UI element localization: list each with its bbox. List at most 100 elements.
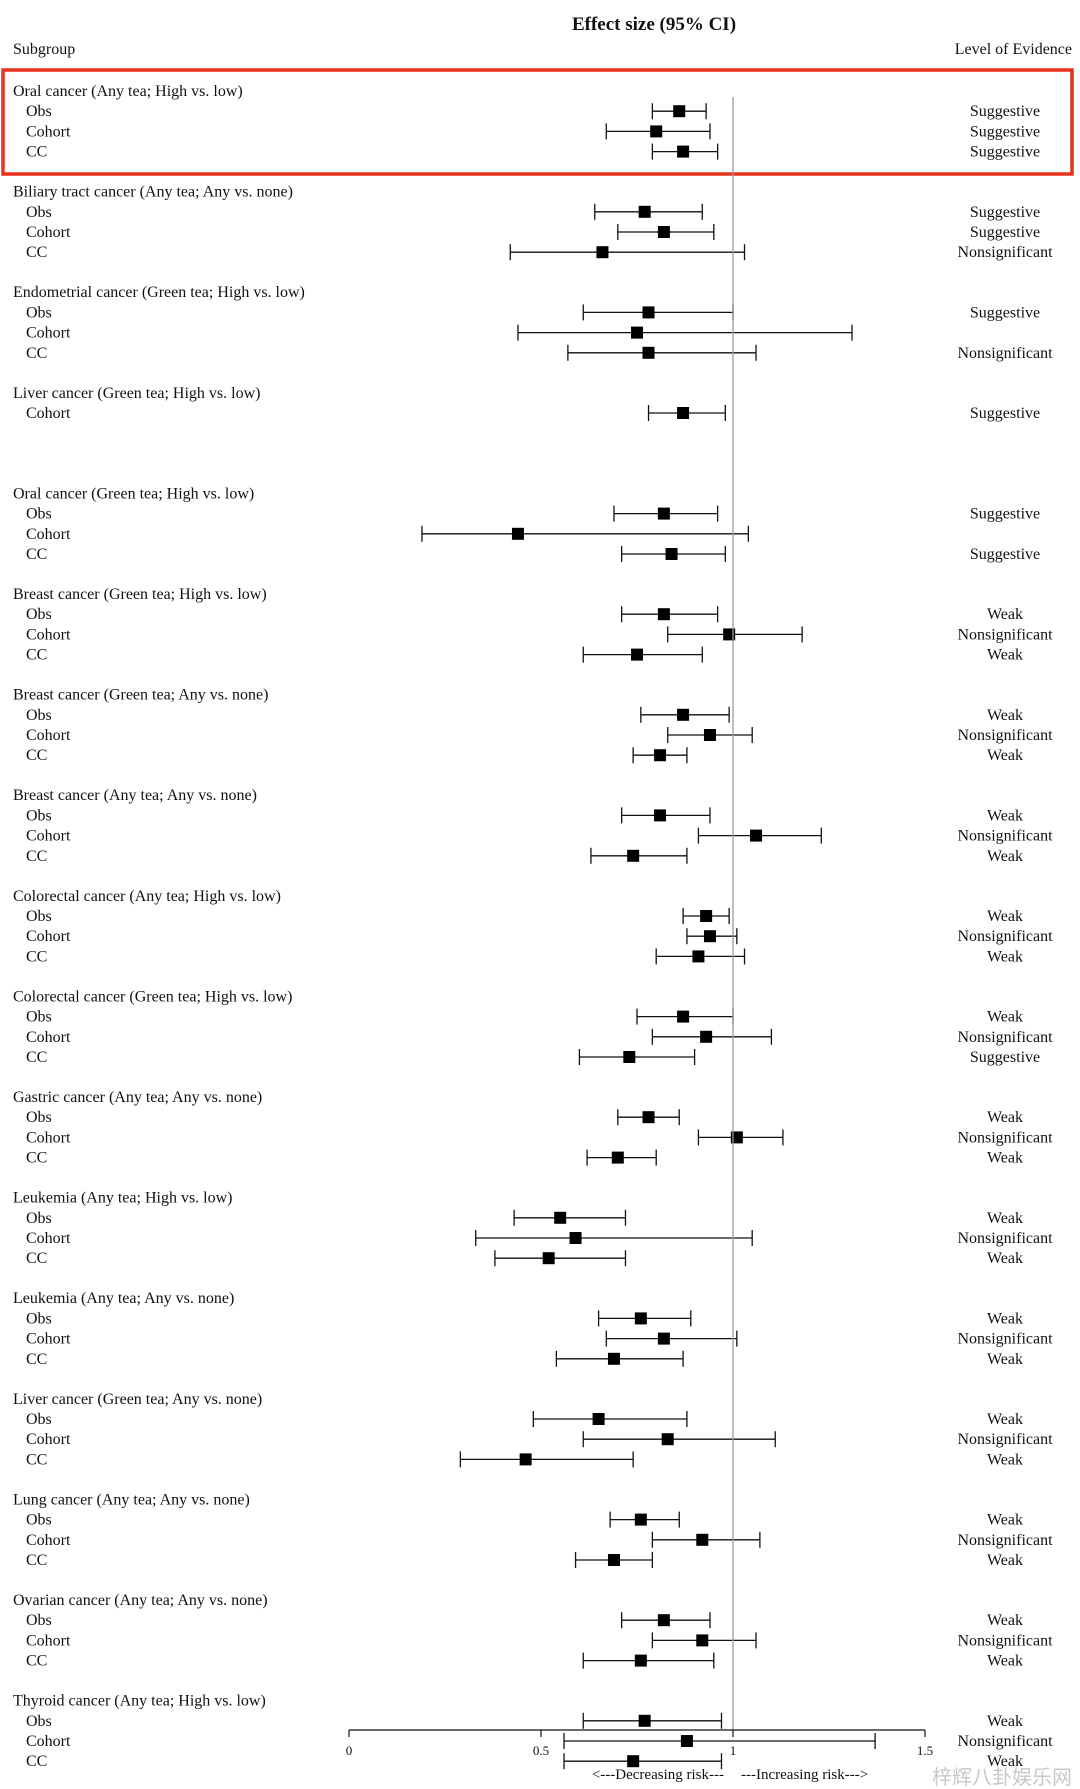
estimate-row-label: Obs <box>26 1009 52 1026</box>
point-estimate-marker <box>703 930 716 943</box>
subgroup-label: Endometrial cancer (Green tea; High vs. … <box>13 284 305 301</box>
estimate-row-label: Cohort <box>26 224 71 241</box>
estimate-row-label: Cohort <box>26 1532 71 1549</box>
evidence-label: Weak <box>987 1109 1023 1126</box>
subgroup-block: Liver cancer (Green tea; High vs. low) Co… <box>13 385 1040 422</box>
evidence-header: Level of Evidence <box>955 41 1072 58</box>
evidence-label: Nonsignificant <box>957 244 1053 261</box>
point-estimate-marker <box>542 1252 555 1265</box>
subgroup-block: Leukemia (Any tea; Any vs. none) Obs Weak C… <box>13 1290 1053 1368</box>
point-estimate-marker <box>723 628 736 641</box>
subgroup-label: Liver cancer (Green tea; High vs. low) <box>13 385 260 402</box>
point-estimate-marker <box>627 1755 640 1768</box>
subgroup-block: Colorectal cancer (Any tea; High vs. low… <box>13 888 1053 966</box>
estimate-row-label: CC <box>26 144 47 161</box>
evidence-label: Weak <box>987 1310 1023 1327</box>
highlight-box <box>1 68 1074 176</box>
point-estimate-marker <box>703 729 716 741</box>
evidence-label: Weak <box>987 908 1023 925</box>
point-estimate-marker <box>677 407 690 419</box>
point-estimate-marker <box>680 1735 693 1747</box>
point-estimate-marker <box>692 950 705 963</box>
estimate-row-label: Obs <box>26 807 52 824</box>
estimate-row-label: Cohort <box>26 1331 71 1348</box>
estimate-row-label: Cohort <box>26 928 71 945</box>
point-estimate-marker <box>696 1634 709 1647</box>
subgroup-block: Ovarian cancer (Any tea; Any vs. none) Ob… <box>13 1592 1053 1670</box>
point-estimate-marker <box>661 1433 674 1446</box>
estimate-row-label: CC <box>26 1150 47 1167</box>
estimate-row-label: Cohort <box>26 727 71 744</box>
subgroup-label: Liver cancer (Green tea; Any vs. none) <box>13 1391 262 1408</box>
estimate-row-label: CC <box>26 1351 47 1368</box>
point-estimate-marker <box>623 1051 636 1063</box>
chart-title: Effect size (95% CI) <box>572 14 736 35</box>
evidence-label: Nonsignificant <box>957 1230 1053 1247</box>
point-estimate-marker <box>596 246 609 259</box>
point-estimate-marker <box>569 1232 582 1244</box>
x-tick-label: 1 <box>730 1743 737 1758</box>
estimate-row-label: CC <box>26 747 47 764</box>
subgroup-block: Breast cancer (Green tea; Any vs. none) O… <box>13 687 1053 765</box>
point-estimate-marker <box>638 205 651 218</box>
estimate-row-label: Obs <box>26 103 52 120</box>
evidence-label: Suggestive <box>970 506 1040 523</box>
subgroup-block: Oral cancer (Green tea; High vs. low) Obs… <box>13 485 1040 563</box>
estimate-row-label: CC <box>26 948 47 965</box>
estimate-row-label: Cohort <box>26 123 71 140</box>
evidence-label: Weak <box>987 948 1023 965</box>
point-estimate-marker <box>634 1654 647 1667</box>
evidence-label: Weak <box>987 1210 1023 1227</box>
subgroup-block: Oral cancer (Any tea; High vs. low) Obs Su… <box>13 83 1040 161</box>
point-estimate-marker <box>677 1010 690 1023</box>
evidence-label: Weak <box>987 1009 1023 1026</box>
subgroup-block: Biliary tract cancer (Any tea; Any vs. n… <box>13 184 1053 262</box>
evidence-label: Suggestive <box>970 546 1040 563</box>
point-estimate-marker <box>657 608 670 621</box>
evidence-label: Weak <box>987 1552 1023 1569</box>
estimate-row-label: Obs <box>26 606 52 623</box>
evidence-label: Weak <box>987 1250 1023 1267</box>
evidence-label: Nonsignificant <box>957 928 1053 945</box>
estimate-row-label: Cohort <box>26 1733 71 1750</box>
estimate-row-label: Obs <box>26 1109 52 1126</box>
subgroup-block: Liver cancer (Green tea; Any vs. none) Ob… <box>13 1391 1053 1469</box>
subgroup-label: Breast cancer (Green tea; High vs. low) <box>13 586 267 603</box>
estimate-row-label: CC <box>26 345 47 362</box>
estimate-row-label: CC <box>26 1451 47 1468</box>
evidence-label: Nonsignificant <box>957 1733 1053 1750</box>
point-estimate-marker <box>677 708 690 721</box>
estimate-row-label: CC <box>26 244 47 261</box>
point-estimate-marker <box>700 1030 713 1043</box>
estimate-row-label: Cohort <box>26 1029 71 1046</box>
evidence-label: Nonsignificant <box>957 1331 1053 1348</box>
x-tick-label: 0 <box>346 1743 353 1758</box>
subgroup-block: Leukemia (Any tea; High vs. low) Obs Weak C… <box>13 1190 1053 1268</box>
evidence-label: Nonsignificant <box>957 1129 1053 1146</box>
subgroup-block: Lung cancer (Any tea; Any vs. none) Obs We… <box>13 1491 1053 1569</box>
evidence-label: Weak <box>987 1653 1023 1670</box>
subgroup-label: Oral cancer (Green tea; High vs. low) <box>13 485 254 502</box>
point-estimate-marker <box>696 1533 709 1546</box>
estimate-row-label: Cohort <box>26 1129 71 1146</box>
subgroup-label: Colorectal cancer (Any tea; High vs. low… <box>13 888 281 905</box>
evidence-label: Nonsignificant <box>957 1532 1053 1549</box>
subgroup-label: Biliary tract cancer (Any tea; Any vs. n… <box>13 184 293 201</box>
subgroup-label: Ovarian cancer (Any tea; Any vs. none) <box>13 1592 268 1609</box>
subgroup-block: Endometrial cancer (Green tea; High vs. … <box>13 284 1053 362</box>
estimate-row-label: Obs <box>26 1512 52 1529</box>
subgroup-label: Thyroid cancer (Any tea; High vs. low) <box>13 1693 266 1710</box>
subgroup-list: Oral cancer (Any tea; High vs. low) Obs Su… <box>1 68 1074 1770</box>
subgroup-block: Breast cancer (Green tea; High vs. low) O… <box>13 586 1053 664</box>
evidence-label: Nonsignificant <box>957 1431 1053 1448</box>
point-estimate-marker <box>592 1413 605 1425</box>
subgroup-label: Lung cancer (Any tea; Any vs. none) <box>13 1491 250 1508</box>
evidence-label: Weak <box>987 1351 1023 1368</box>
estimate-row-label: Cohort <box>26 325 71 342</box>
estimate-row-label: Cohort <box>26 526 71 543</box>
point-estimate-marker <box>519 1453 532 1466</box>
subgroup-label: Oral cancer (Any tea; High vs. low) <box>13 83 243 100</box>
evidence-label: Nonsignificant <box>957 727 1053 744</box>
evidence-label: Weak <box>987 707 1023 724</box>
point-estimate-marker <box>642 346 655 359</box>
